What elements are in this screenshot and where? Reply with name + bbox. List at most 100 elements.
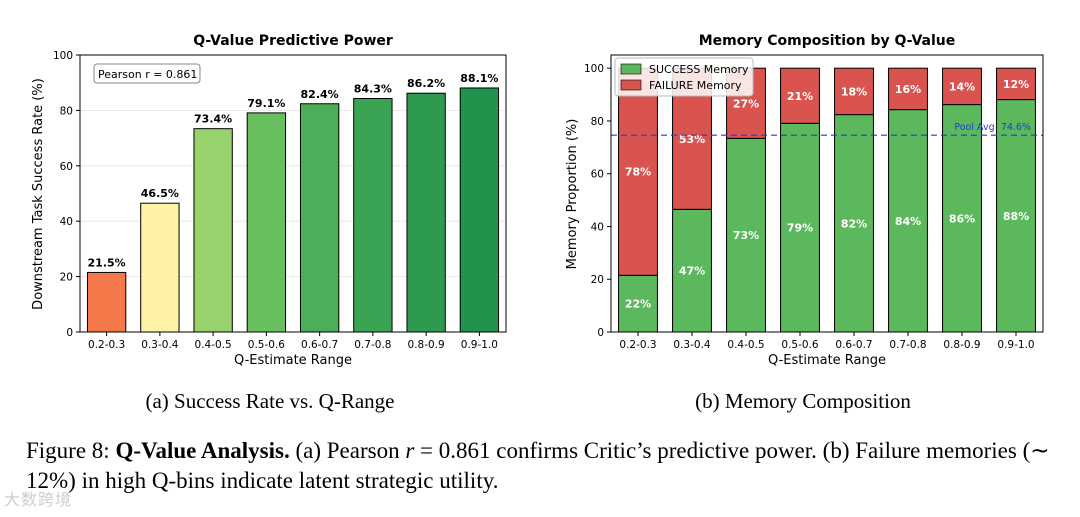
chart-b-success-bar bbox=[942, 104, 982, 333]
chart-b-ytick-label: 40 bbox=[591, 221, 604, 233]
chart-a-frame bbox=[79, 54, 507, 333]
chart-a-value-label: 73.4% bbox=[194, 113, 232, 126]
chart-a-xtick-label: 0.9-1.0 bbox=[461, 339, 498, 351]
chart-b-xtick-label: 0.6-0.7 bbox=[835, 339, 872, 351]
chart-a-value-label: 84.3% bbox=[354, 82, 392, 95]
caption-math-var: r bbox=[405, 438, 415, 463]
chart-a-title: Q-Value Predictive Power bbox=[193, 33, 393, 49]
chart-b-ytick-label: 0 bbox=[597, 327, 604, 339]
chart-b-xtick-label: 0.7-0.8 bbox=[889, 339, 926, 351]
chart-b-ytick-label: 20 bbox=[591, 274, 604, 286]
chart-b-failure-label: 14% bbox=[949, 80, 975, 93]
chart-b-ylabel: Memory Proportion (%) bbox=[565, 119, 580, 270]
chart-b-success-label: 73% bbox=[733, 229, 759, 242]
chart-b-xtick-label: 0.5-0.6 bbox=[781, 339, 819, 351]
legend-failure-swatch bbox=[620, 79, 642, 91]
chart-a-value-label: 46.5% bbox=[141, 187, 179, 200]
caption-math-rest: = 0.861 bbox=[420, 438, 491, 463]
chart-b-failure-label: 53% bbox=[679, 133, 705, 146]
caption-part1: (a) Pearson bbox=[295, 438, 400, 463]
subcaption-a: (a) Success Rate vs. Q-Range bbox=[145, 389, 394, 413]
chart-a-value-label: 79.1% bbox=[247, 97, 285, 110]
chart-b-success-bar bbox=[834, 114, 874, 333]
pearson-annotation-text: Pearson r = 0.861 bbox=[98, 68, 197, 81]
chart-a-bar bbox=[193, 128, 233, 333]
chart-b-failure-label: 21% bbox=[787, 90, 813, 103]
chart-a-ytick-label: 20 bbox=[60, 272, 73, 284]
chart-a-bar bbox=[140, 202, 180, 333]
chart-b-failure-bar bbox=[834, 67, 874, 116]
subcaption-b: (b) Memory Composition bbox=[695, 389, 911, 413]
chart-b-success-label: 84% bbox=[895, 215, 921, 228]
chart-b-success-bar bbox=[618, 274, 658, 333]
chart-b-success-label: 22% bbox=[625, 298, 651, 311]
chart-b-xtick-label: 0.8-0.9 bbox=[943, 339, 980, 351]
chart-b-title: Memory Composition by Q-Value bbox=[699, 33, 956, 49]
chart-b-ytick-label: 80 bbox=[591, 116, 604, 128]
chart-a-bar bbox=[299, 103, 340, 333]
caption-bold: Q-Value Analysis. bbox=[115, 438, 290, 463]
chart-a-xlabel: Q-Estimate Range bbox=[234, 353, 352, 368]
chart-a-value-label: 88.1% bbox=[460, 72, 498, 85]
chart-a-ylabel: Downstream Task Success Rate (%) bbox=[31, 78, 46, 310]
success-rate-chart: Q-Value Predictive Power 21.5% 46.5% 73.4%… bbox=[31, 33, 507, 413]
chart-b-success-bar bbox=[780, 122, 820, 333]
legend-success-swatch bbox=[620, 63, 642, 75]
chart-b-failure-label: 12% bbox=[1003, 78, 1029, 91]
chart-b-success-label: 79% bbox=[787, 222, 813, 235]
legend-failure-label: FAILURE Memory bbox=[649, 79, 742, 92]
caption-approx: ∼ 12% bbox=[26, 438, 1050, 493]
chart-a-ytick-label: 60 bbox=[60, 161, 73, 173]
chart-a-xtick-label: 0.4-0.5 bbox=[195, 339, 232, 351]
chart-b-xtick-label: 0.9-1.0 bbox=[997, 339, 1034, 351]
chart-b-failure-bar bbox=[888, 67, 928, 111]
chart-b-failure-label: 78% bbox=[625, 166, 651, 179]
chart-b-failure-bar bbox=[996, 67, 1036, 101]
pearson-annotation-box bbox=[93, 63, 201, 84]
watermark: 大数跨境 bbox=[4, 490, 73, 509]
caption-label: Figure 8: bbox=[26, 438, 110, 463]
chart-b-success-bar bbox=[996, 99, 1036, 333]
caption-part3: ) in high Q-bins indicate latent strateg… bbox=[68, 468, 499, 493]
chart-b-failure-bar bbox=[780, 67, 820, 124]
chart-b-failure-bar bbox=[942, 67, 982, 106]
chart-a-xtick-label: 0.6-0.7 bbox=[301, 339, 338, 351]
pool-average-label: Pool Avg: 74.6% bbox=[954, 122, 1031, 133]
chart-b-success-label: 47% bbox=[679, 265, 705, 278]
caption-part2: confirms Critic’s predictive power. (b) … bbox=[496, 438, 1031, 463]
chart-a-bar bbox=[86, 271, 127, 333]
figure: Q-Value Predictive Power 21.5% 46.5% 73.4%… bbox=[31, 33, 1044, 413]
chart-a-xtick-label: 0.8-0.9 bbox=[408, 339, 445, 351]
chart-a-value-label: 86.2% bbox=[407, 77, 445, 90]
chart-a-ytick-label: 40 bbox=[60, 216, 73, 228]
chart-a-xtick-label: 0.3-0.4 bbox=[141, 339, 179, 351]
memory-composition-chart: Memory Composition by Q-Value 22% 78% 47% 5… bbox=[565, 33, 1044, 413]
chart-b-xtick-label: 0.2-0.3 bbox=[619, 339, 656, 351]
chart-a-bar bbox=[246, 112, 287, 333]
legend: SUCCESS Memory FAILURE Memory bbox=[614, 57, 754, 97]
chart-a-ytick-label: 0 bbox=[66, 327, 73, 339]
chart-b-xtick-label: 0.3-0.4 bbox=[673, 339, 711, 351]
chart-b-success-label: 86% bbox=[949, 212, 975, 225]
legend-success-label: SUCCESS Memory bbox=[649, 63, 749, 76]
chart-a-bar bbox=[353, 97, 393, 333]
chart-b-failure-label: 16% bbox=[895, 83, 921, 96]
chart-b-ytick-label: 60 bbox=[591, 169, 604, 181]
chart-b-success-bar bbox=[672, 208, 712, 333]
pearson-annotation: Pearson r = 0.861 bbox=[93, 63, 201, 84]
chart-b-xtick-label: 0.4-0.5 bbox=[727, 339, 764, 351]
chart-b-success-bar bbox=[888, 109, 928, 333]
chart-a-xtick-label: 0.5-0.6 bbox=[248, 339, 286, 351]
chart-b-failure-label: 18% bbox=[841, 85, 867, 98]
chart-a-value-label: 21.5% bbox=[88, 256, 126, 269]
chart-a-ytick-label: 80 bbox=[60, 105, 73, 117]
chart-b-failure-bar bbox=[618, 67, 658, 276]
chart-a-ytick-label: 100 bbox=[53, 50, 73, 62]
chart-a-bar bbox=[406, 92, 446, 333]
chart-a-value-label: 82.4% bbox=[301, 88, 339, 101]
chart-b-ytick-label: 100 bbox=[584, 63, 604, 75]
chart-a-bar bbox=[459, 87, 500, 333]
chart-b-success-label: 82% bbox=[841, 217, 867, 230]
chart-a-xtick-label: 0.7-0.8 bbox=[354, 339, 391, 351]
chart-b-frame bbox=[610, 54, 1044, 333]
